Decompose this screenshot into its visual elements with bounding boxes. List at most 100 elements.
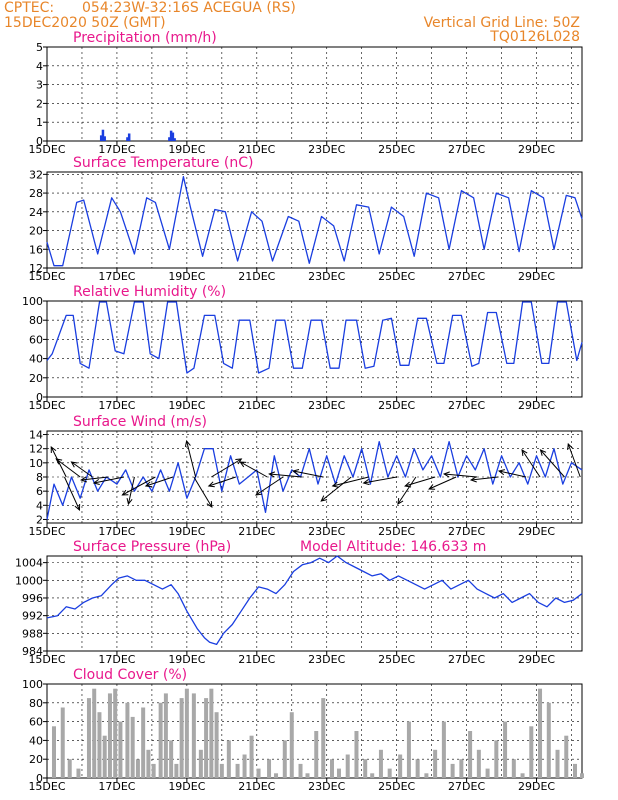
precip-ytick-label: 5 [36,41,43,54]
cloud-bar [141,707,146,778]
pressure-xtick-label: 25DEC [378,653,415,666]
rh-ytick-label: 40 [29,353,43,366]
rh-title: Relative Humidity (%) [73,284,226,300]
cloud-bar [51,726,56,778]
cloud-bar [151,763,156,778]
cloud-bar [214,712,219,778]
cloud-bar [174,763,179,778]
pressure-xtick-label: 21DEC [238,653,275,666]
cloud-title: Cloud Cover (%) [73,667,187,683]
cloud-bar [92,688,97,778]
temp-xtick-label: 15DEC [28,270,65,283]
wind-vector [471,476,499,481]
cloud-bar [184,688,189,778]
wind-xtick-label: 27DEC [448,525,485,538]
cloud-bar [494,740,499,778]
cloud-bar [580,773,584,778]
wind-xtick-label: 21DEC [238,525,275,538]
wind-vector [498,470,527,478]
wind-ytick-label: 2 [36,513,43,526]
cloud-bar [468,731,473,778]
cloud-bar [282,740,287,778]
precip-bar [99,135,103,141]
cloud-bar [289,712,294,778]
cloud-bar [146,749,151,778]
rh-ytick-label: 0 [36,391,43,404]
pressure-xtick-label: 23DEC [308,653,345,666]
rh-xtick-label: 29DEC [518,399,555,412]
cloud-bar [433,749,438,778]
precip-xtick-label: 19DEC [168,143,205,156]
pressure-title: Surface Pressure (hPa) [73,539,231,555]
wind-xtick-label: 25DEC [378,525,415,538]
precip-bar [173,138,176,141]
cloud-bar [345,754,350,778]
cloud-bar [336,768,341,778]
wind-vector [93,476,125,484]
cloud-bar [219,763,224,778]
cloud-bar [298,763,303,778]
cloud-bar [60,707,65,778]
wind-vector-head [268,471,276,478]
wind-vector [269,473,303,478]
cloud-bar [529,726,534,778]
temp-xtick-label: 23DEC [308,270,345,283]
wind-vector-head [442,471,450,478]
precip-frame [46,46,583,142]
wind-vector-head [521,449,528,457]
cloud-bar [555,749,560,778]
wind-vector-head [50,445,57,454]
wind-vector-head [497,469,506,476]
source-label: CPTEC: [4,0,55,16]
pressure-annotation: Model Altitude: 146.633 m [300,539,486,555]
cloud-bar [459,759,464,778]
precip-xtick-label: 23DEC [308,143,345,156]
pressure-ytick-label: 1000 [15,574,43,587]
cloud-bar [76,768,81,778]
wind-vector [193,476,213,508]
temp-xtick-label: 29DEC [518,270,555,283]
wind-ytick-label: 8 [36,471,43,484]
temp-xtick-label: 25DEC [378,270,415,283]
cloud-bar [314,731,319,778]
cloud-bar [204,698,209,778]
wind-vector [404,476,436,487]
cloud-bar [209,688,214,778]
cloud-bar [125,702,130,778]
cloud-bar [97,712,102,778]
rh-ytick-label: 20 [29,372,43,385]
rh-series-line [46,301,583,374]
pressure-ytick-label: 996 [22,592,43,605]
cloud-ytick-label: 20 [29,753,43,766]
wind-vector-head [539,449,547,456]
wind-vector-head [397,497,404,505]
wind-vector [540,449,565,478]
cloud-bar [86,698,91,778]
cloud-bar [242,754,247,778]
cloud-xtick-label: 21DEC [238,780,275,793]
wind-vector-head [404,481,412,488]
precip-xtick-label: 25DEC [378,143,415,156]
wind-xtick-label: 23DEC [308,525,345,538]
precip-xtick-label: 15DEC [28,143,65,156]
cloud-bar [267,759,272,778]
cloud-bar [363,759,368,778]
cloud-xtick-label: 27DEC [448,780,485,793]
cloud-bar [370,773,375,778]
cloud-bar [113,688,118,778]
temp-ytick-label: 12 [29,262,43,275]
wind-vector-head [206,500,213,508]
precip-ytick-label: 3 [36,79,43,92]
wind-vector-head [55,458,63,465]
wind-xtick-label: 19DEC [168,525,205,538]
wind-vector-head [121,489,129,496]
precip-xtick-label: 17DEC [98,143,135,156]
wind-vector-head [567,442,573,451]
rh-ytick-label: 80 [29,314,43,327]
location-label: 054:23W-32:16S ACEGUA (RS) [82,0,296,16]
cloud-bar [564,735,569,778]
wind-vector [240,461,268,478]
wind-vector-head [331,481,339,488]
precip-bar [103,136,106,141]
precip-ytick-label: 2 [36,97,43,110]
